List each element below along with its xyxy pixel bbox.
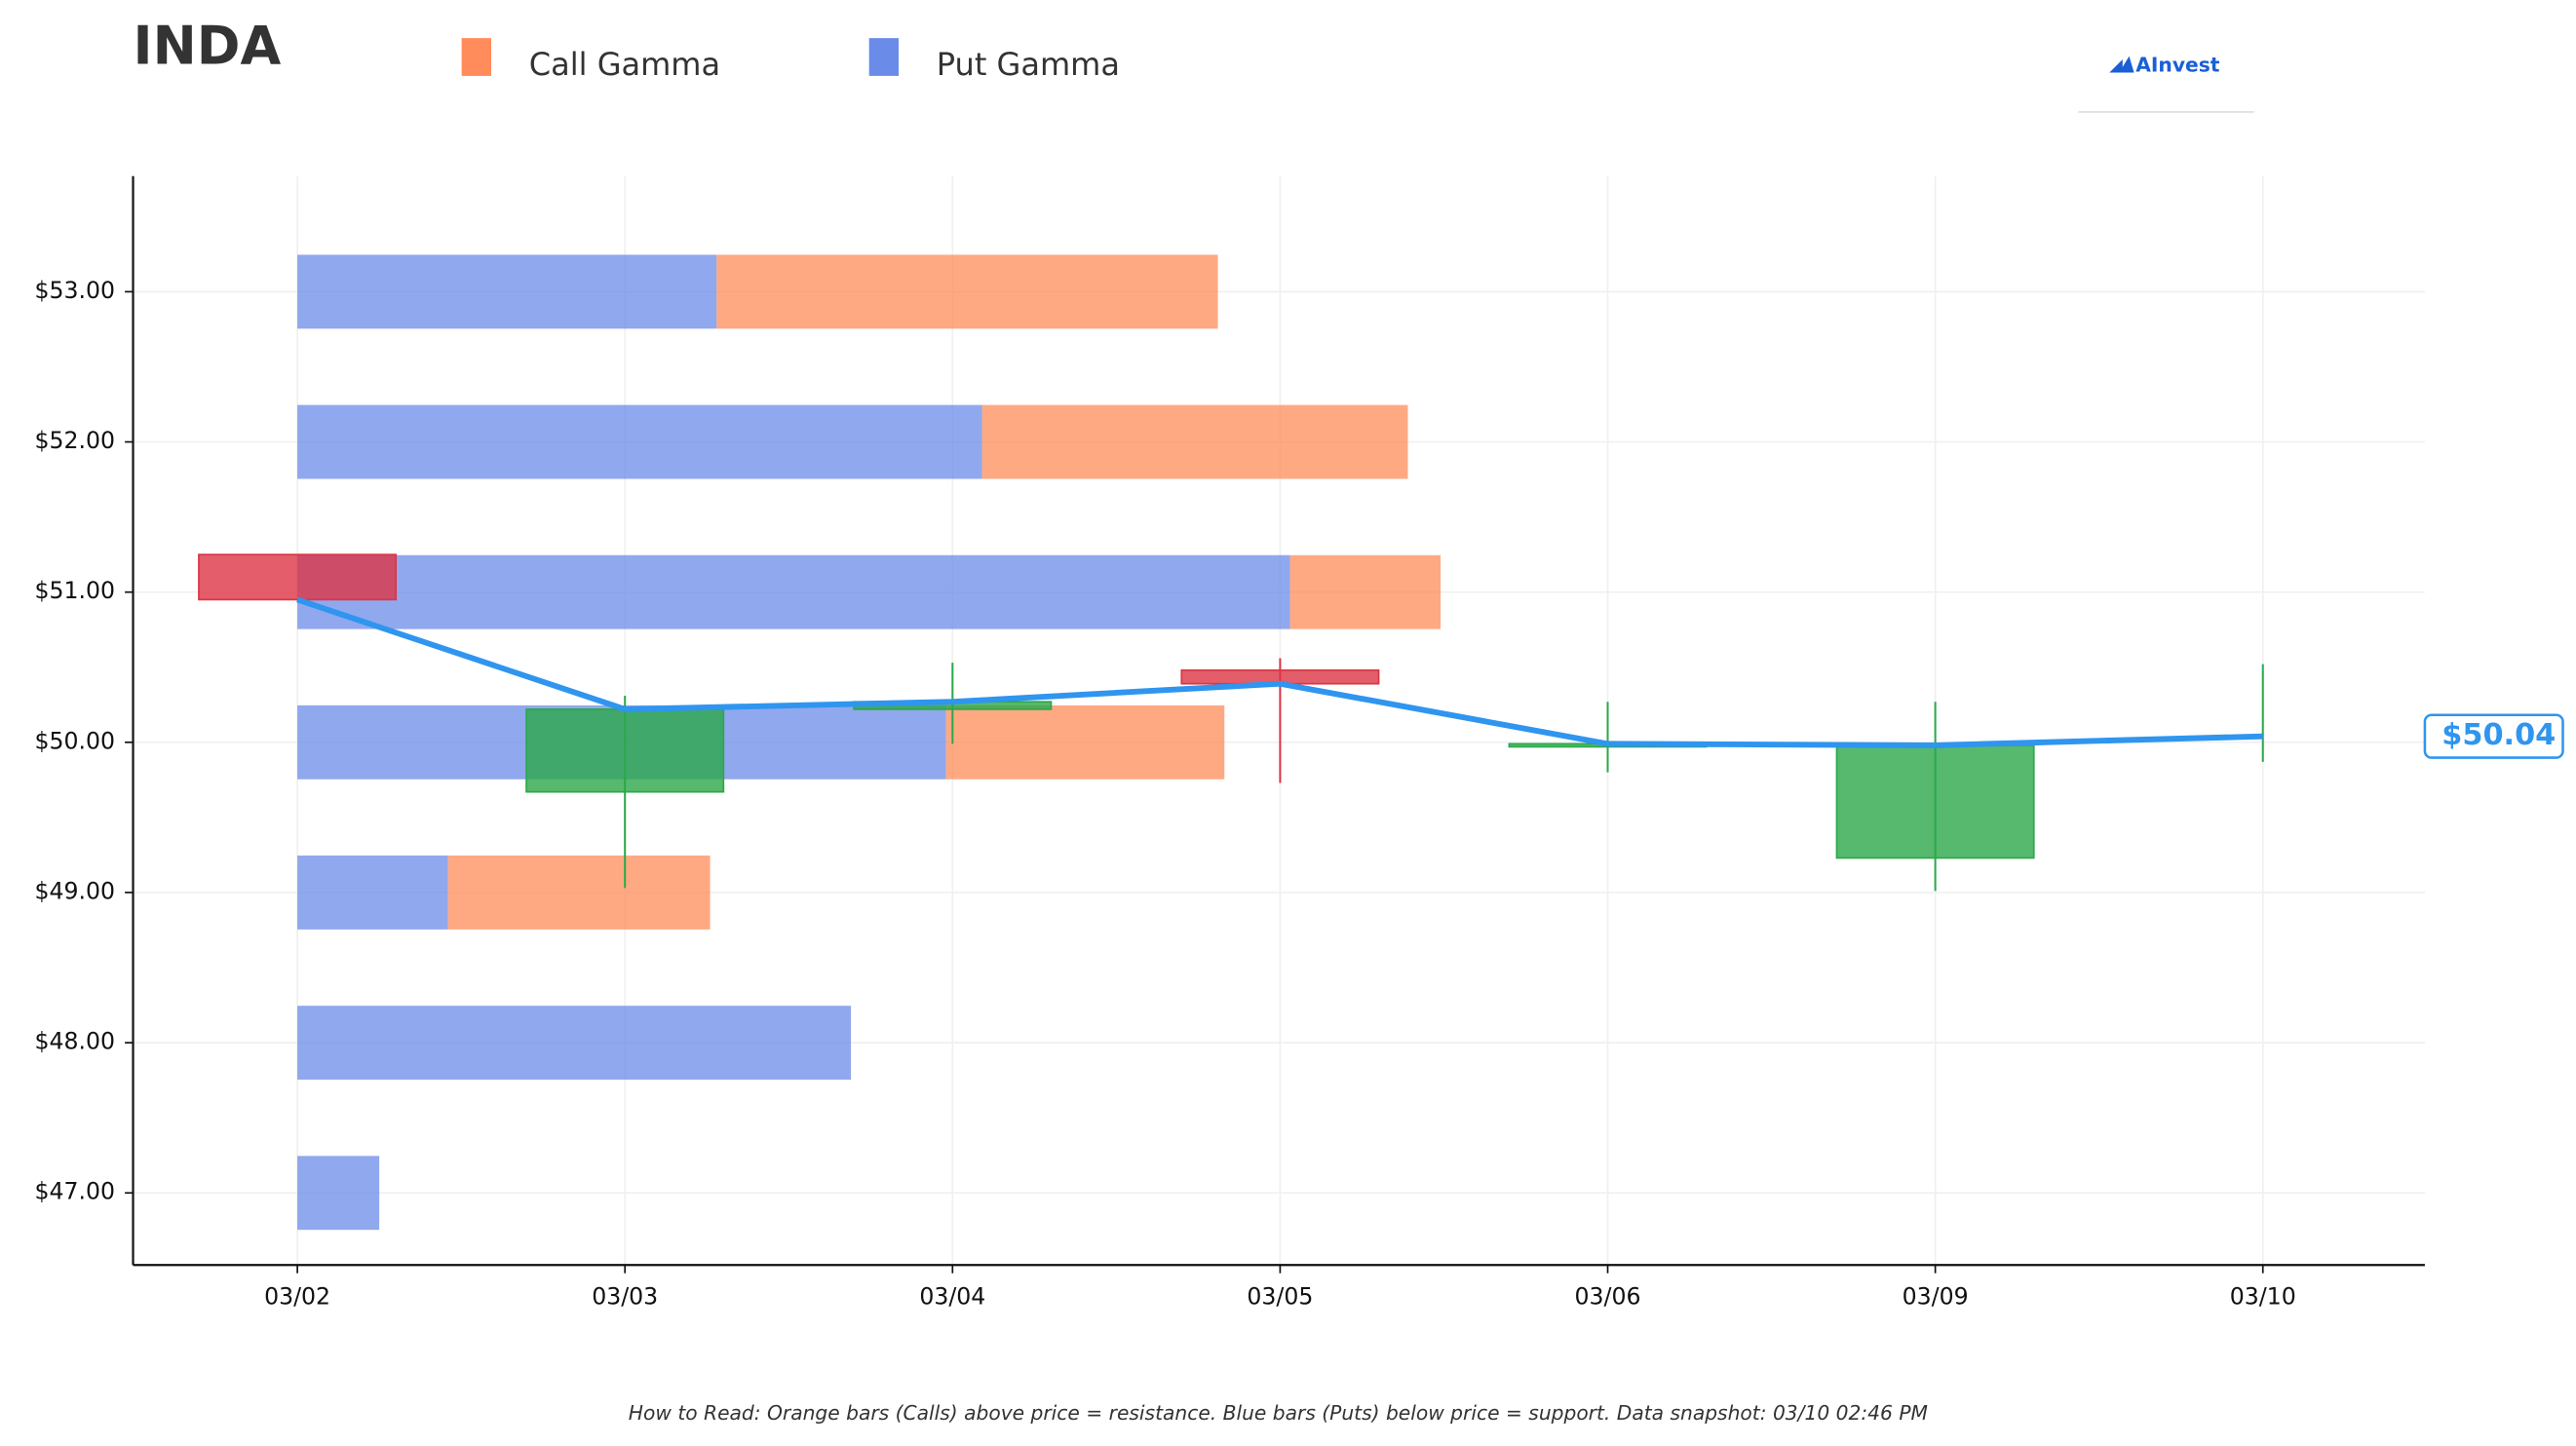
gamma-bar [297,856,448,930]
logo-icon [2109,56,2134,73]
price-label: $50.04 [2441,718,2556,752]
x-tick-label: 03/05 [1247,1282,1313,1310]
legend-swatch [461,38,491,76]
y-tick-label: $51.00 [34,577,115,604]
y-tick-label: $47.00 [34,1178,115,1205]
gamma-bar [297,1006,852,1081]
legend-swatch [868,38,900,76]
gamma-bar [297,1156,380,1231]
candle-body [198,553,398,601]
y-tick-label: $52.00 [34,427,115,454]
gamma-bar [297,404,982,479]
y-tick-label: $49.00 [34,877,115,904]
candle-body [1835,744,2035,859]
gamma-bar [1289,554,1442,629]
gamma-bar [297,554,1290,629]
y-tick-label: $53.00 [34,277,115,304]
x-tick-label: 03/06 [1575,1282,1641,1310]
chart-title: INDA [134,16,282,77]
footnote: How to Read: Orange bars (Calls) above p… [629,1401,1928,1425]
gamma-bar [297,254,717,329]
x-tick-label: 03/02 [264,1282,330,1310]
candle-body [525,708,725,793]
x-tick-label: 03/04 [919,1282,985,1310]
gamma-bar [945,704,1225,780]
legend-label: Put Gamma [937,46,1120,83]
x-tick-label: 03/10 [2230,1282,2296,1310]
gamma-bar [716,254,1218,329]
price-label-box [2423,713,2564,759]
x-tick-label: 03/03 [592,1282,658,1310]
x-tick-label: 03/09 [1903,1282,1969,1310]
price-line [296,596,2263,748]
y-tick-label: $50.00 [34,727,115,754]
logo-text: AInvest [2135,53,2219,76]
y-tick-label: $48.00 [34,1028,115,1055]
logo: AInvest [2078,53,2254,113]
gamma-bar [981,404,1408,479]
legend-label: Call Gamma [529,46,720,83]
gamma-bar [447,856,711,930]
